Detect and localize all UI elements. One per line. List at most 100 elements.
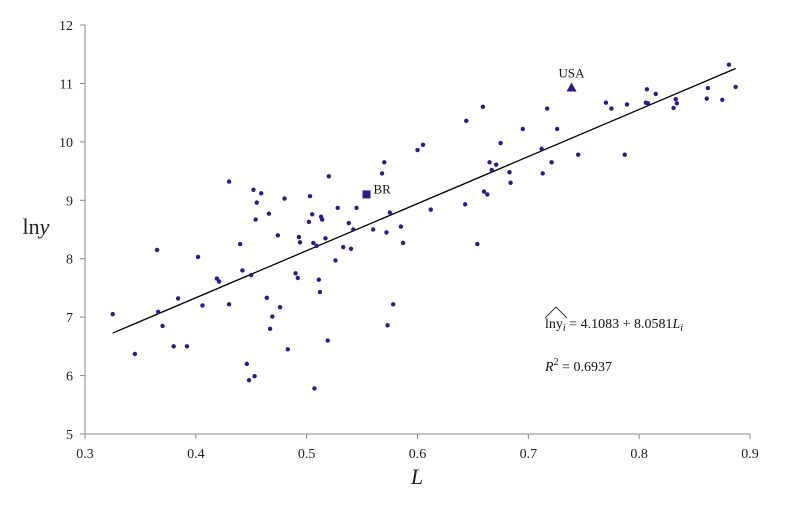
data-point — [507, 170, 512, 175]
data-point — [293, 271, 298, 276]
data-point — [485, 192, 490, 197]
data-point — [226, 179, 232, 184]
data-point — [246, 378, 252, 383]
usa-point — [566, 82, 577, 92]
data-point — [475, 241, 480, 247]
x-tick-label: 0.6 — [409, 447, 427, 462]
y-axis-title: lny — [23, 214, 50, 239]
data-point — [544, 106, 550, 111]
y-tick-label: 9 — [66, 194, 73, 209]
data-point — [333, 258, 338, 263]
data-point — [195, 254, 201, 260]
data-points — [110, 62, 738, 391]
x-axis-title: L — [410, 464, 423, 489]
data-point — [622, 152, 627, 157]
data-point — [400, 240, 406, 246]
y-tick-label: 8 — [66, 253, 73, 268]
data-point — [480, 104, 486, 110]
data-point — [175, 296, 181, 301]
r-squared-label: R — [544, 360, 554, 375]
trend-line — [112, 67, 736, 334]
equation-lhs-sub: i — [563, 323, 566, 334]
data-point — [184, 344, 190, 349]
data-point — [216, 279, 222, 284]
data-point — [387, 210, 392, 215]
data-point — [325, 338, 330, 343]
data-point — [644, 87, 650, 92]
data-point — [520, 126, 525, 132]
data-point — [323, 236, 328, 241]
data-point — [307, 193, 313, 199]
data-point — [498, 140, 503, 146]
y-tick-label: 11 — [60, 77, 73, 92]
data-point — [319, 217, 325, 222]
data-point — [674, 101, 680, 106]
data-point — [489, 167, 494, 173]
data-point — [295, 275, 300, 281]
data-point — [645, 101, 651, 106]
data-point — [154, 247, 160, 253]
data-point — [200, 303, 205, 308]
data-point — [155, 309, 161, 315]
data-point — [390, 302, 396, 307]
x-axis-ticks: 0.3 0.4 0.5 0.6 0.7 0.8 0.9 — [76, 434, 759, 462]
data-point — [110, 312, 115, 317]
y-tick-label: 5 — [66, 428, 73, 443]
equation-var-sub: i — [680, 323, 683, 334]
data-point — [705, 85, 711, 91]
data-point — [267, 326, 273, 332]
equation-var: L — [671, 317, 680, 332]
y-tick-label: 7 — [66, 311, 73, 326]
data-point — [226, 302, 232, 307]
y-axis-title-y: y — [38, 214, 50, 239]
data-point — [311, 240, 316, 246]
data-point — [726, 62, 732, 67]
y-axis-title-ln: ln — [23, 214, 40, 239]
x-tick-label: 0.4 — [187, 447, 205, 462]
y-tick-label: 10 — [59, 136, 73, 151]
data-point — [384, 230, 389, 235]
data-point — [275, 233, 281, 238]
data-point — [420, 142, 426, 147]
data-point — [249, 272, 254, 278]
data-point — [270, 314, 275, 319]
data-point — [171, 344, 176, 349]
data-point — [415, 147, 420, 153]
data-point — [240, 268, 245, 273]
data-point — [398, 224, 404, 229]
data-point — [326, 174, 332, 179]
data-point — [346, 220, 351, 226]
equation-rhs: = 4.1083 + 8.0581 — [566, 317, 673, 332]
data-point — [266, 211, 272, 216]
data-point — [237, 241, 243, 247]
data-point — [653, 91, 658, 97]
data-point — [252, 373, 257, 379]
data-point — [264, 295, 269, 301]
data-point — [160, 323, 165, 329]
data-point — [464, 118, 469, 124]
data-point — [351, 227, 356, 232]
data-point — [282, 196, 287, 201]
data-point — [549, 160, 554, 165]
data-point — [132, 351, 138, 357]
data-point — [296, 234, 302, 240]
data-point — [603, 100, 609, 105]
data-point — [317, 289, 323, 295]
r-squared-text: R2 = 0.6937 — [544, 357, 612, 375]
data-point — [348, 246, 354, 251]
data-point — [487, 160, 492, 165]
br-label: BR — [374, 181, 392, 196]
data-point — [671, 105, 676, 111]
data-point — [244, 361, 250, 367]
data-point — [316, 277, 322, 282]
data-point — [428, 207, 433, 212]
data-point — [704, 96, 709, 101]
data-point — [285, 347, 291, 352]
regression-equation: lnyi = 4.1083 + 8.0581Li R2 = 0.6937 — [544, 306, 683, 375]
data-point — [310, 212, 315, 217]
x-tick-label: 0.5 — [298, 447, 316, 462]
data-point — [370, 227, 376, 232]
x-tick-label: 0.9 — [741, 447, 759, 462]
data-point — [312, 386, 317, 391]
